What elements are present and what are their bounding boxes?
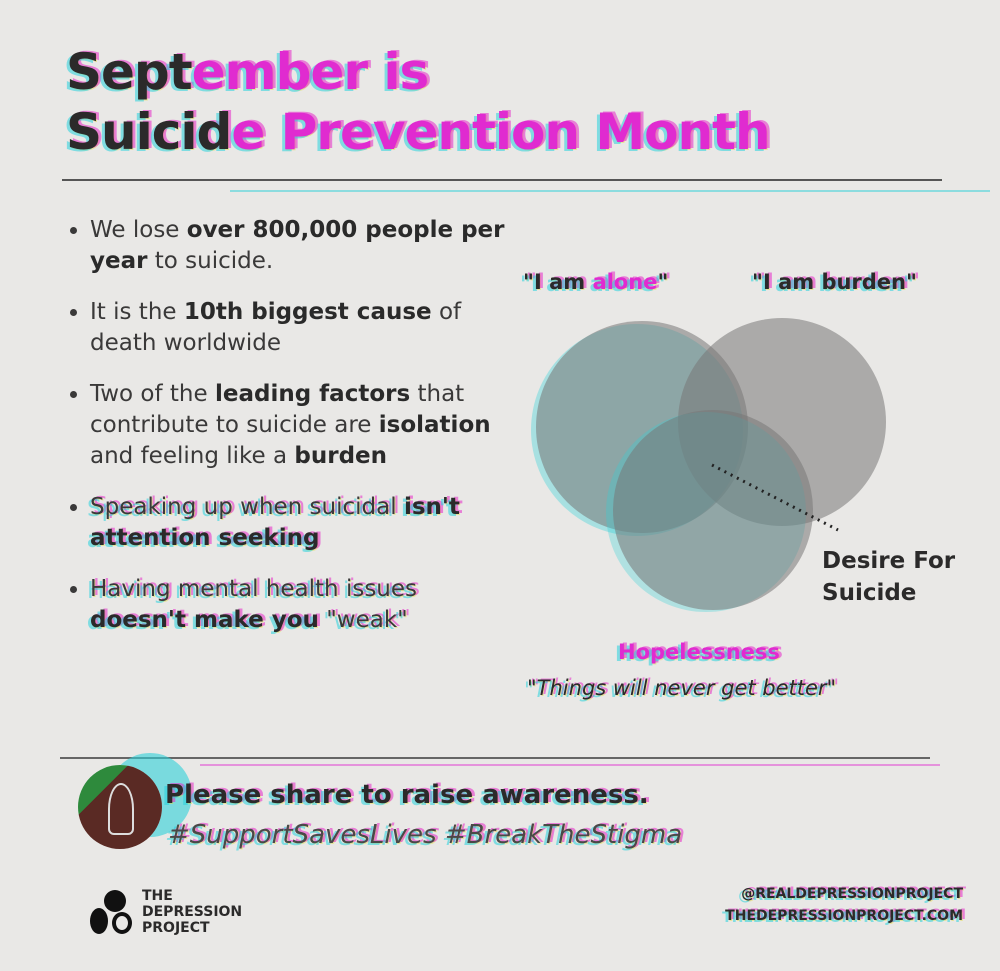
fact-item: Having mental health issues doesn't make…: [90, 574, 520, 636]
contact-info: @REALDEPRESSIONPROJECT THEDEPRESSIONPROJ…: [725, 883, 963, 927]
title-text: Sept: [66, 43, 193, 101]
label-hopelessness: Hopelessness: [618, 640, 780, 664]
venn-diagram: [531, 318, 886, 612]
label-burden: "I am burden": [752, 270, 917, 294]
label-hopelessness-quote: "Things will never get better": [527, 676, 837, 700]
page-title: September is Suicide Prevention Month: [66, 42, 771, 162]
hashtags: #SupportSavesLives #BreakTheStigma: [168, 820, 683, 850]
fact-item: Two of the leading factors that contribu…: [90, 379, 520, 472]
logo-text: THE DEPRESSION PROJECT: [142, 888, 243, 936]
footer-divider: [60, 757, 930, 759]
fact-item: Speaking up when suicidal isn't attentio…: [90, 492, 520, 554]
depression-project-logo-icon: [90, 890, 136, 936]
fact-item: It is the 10th biggest cause of death wo…: [90, 297, 520, 359]
hands-glyph: [108, 783, 134, 835]
title-text-highlight: ember is: [191, 43, 430, 101]
social-handle[interactable]: @REALDEPRESSIONPROJECT: [741, 886, 963, 902]
title-divider: [62, 179, 942, 181]
title-divider-glitch: [230, 190, 990, 192]
fact-list: We lose over 800,000 people per year to …: [60, 215, 520, 656]
circle-hopelessness: [613, 410, 813, 610]
fact-item: We lose over 800,000 people per year to …: [90, 215, 520, 277]
dotted-pointer: [711, 463, 839, 532]
title-text: Suicid: [66, 103, 232, 161]
title-text-highlight: e Prevention Month: [231, 103, 770, 161]
share-message: Please share to raise awareness.: [165, 780, 649, 810]
praying-hands-icon: [78, 765, 162, 849]
footer-divider-glitch: [200, 764, 940, 766]
label-desire-for-suicide: Desire For Suicide: [822, 548, 956, 606]
website-link[interactable]: THEDEPRESSIONPROJECT.COM: [725, 908, 963, 924]
venn-circles: [531, 318, 886, 612]
label-alone: "I am alone": [523, 270, 669, 294]
